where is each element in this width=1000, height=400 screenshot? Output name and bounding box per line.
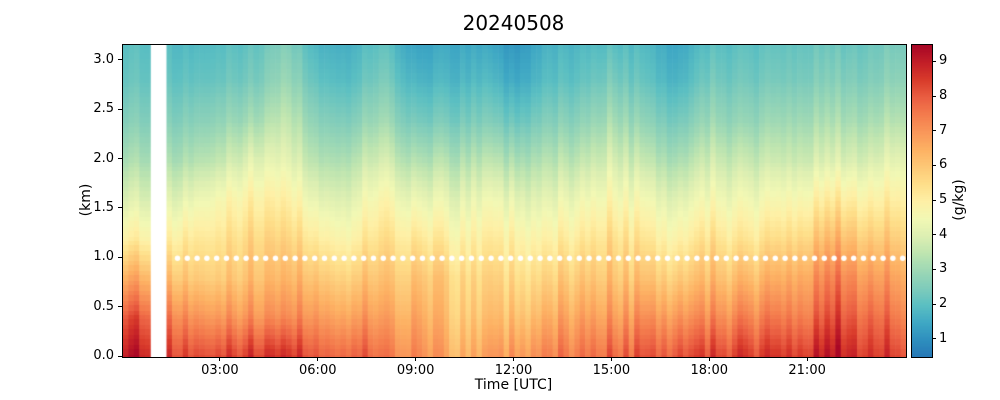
y-tick-mark	[118, 306, 122, 308]
x-tick-label: 09:00	[396, 363, 435, 378]
colorbar-tick-mark	[932, 60, 936, 62]
colorbar-tick-label: 8	[939, 88, 948, 103]
x-tick-mark	[219, 357, 221, 361]
x-tick-mark	[610, 357, 612, 361]
plot-area	[122, 44, 907, 358]
y-tick-label: 3.0	[93, 51, 114, 67]
x-tick-mark	[513, 357, 514, 361]
colorbar-tick-mark	[932, 303, 936, 305]
colorbar-tick-label: 3	[939, 261, 948, 277]
y-tick-label: 2.0	[93, 150, 114, 166]
y-tick-mark	[118, 355, 122, 357]
colorbar-tick-mark	[932, 234, 936, 236]
chart-title: 20240508	[462, 11, 565, 35]
y-tick-label: 1.5	[93, 199, 114, 215]
colorbar	[911, 44, 933, 358]
colorbar-tick-mark	[932, 199, 936, 201]
colorbar-tick-mark	[932, 130, 936, 132]
colorbar-tick-mark	[932, 268, 936, 270]
x-tick-label: 15:00	[592, 363, 631, 378]
colorbar-tick-label: 1	[939, 330, 948, 346]
x-tick-label: 21:00	[788, 363, 826, 378]
colorbar-tick-mark	[932, 338, 936, 340]
colorbar-tick-label: 5	[939, 192, 948, 207]
x-axis-label: Time [UTC]	[474, 377, 553, 393]
y-tick-mark	[118, 158, 122, 160]
y-tick-label: 1.0	[93, 249, 114, 265]
y-tick-label: 0.5	[93, 298, 114, 314]
x-tick-mark	[806, 357, 808, 361]
y-tick-mark	[118, 256, 122, 258]
colorbar-tick-label: 2	[939, 296, 948, 311]
x-tick-label: 18:00	[690, 363, 728, 378]
colorbar-tick-mark	[932, 95, 936, 97]
y-tick-mark	[118, 59, 122, 61]
x-tick-mark	[317, 357, 319, 361]
colorbar-tick-label: 4	[939, 226, 948, 242]
y-tick-mark	[118, 108, 122, 110]
x-tick-label: 03:00	[201, 363, 239, 378]
y-tick-mark	[118, 207, 122, 209]
x-tick-mark	[708, 357, 710, 361]
colorbar-tick-mark	[932, 164, 936, 166]
x-tick-mark	[415, 357, 417, 361]
x-tick-label: 06:00	[299, 363, 337, 378]
x-tick-label: 12:00	[494, 363, 533, 378]
colorbar-tick-label: 9	[939, 53, 948, 69]
y-tick-label: 2.5	[93, 101, 114, 117]
y-tick-label: 0.0	[93, 348, 114, 363]
heatmap-canvas	[123, 45, 906, 357]
colorbar-tick-label: 7	[939, 122, 948, 138]
colorbar-canvas	[912, 45, 932, 357]
colorbar-tick-label: 6	[939, 157, 948, 173]
